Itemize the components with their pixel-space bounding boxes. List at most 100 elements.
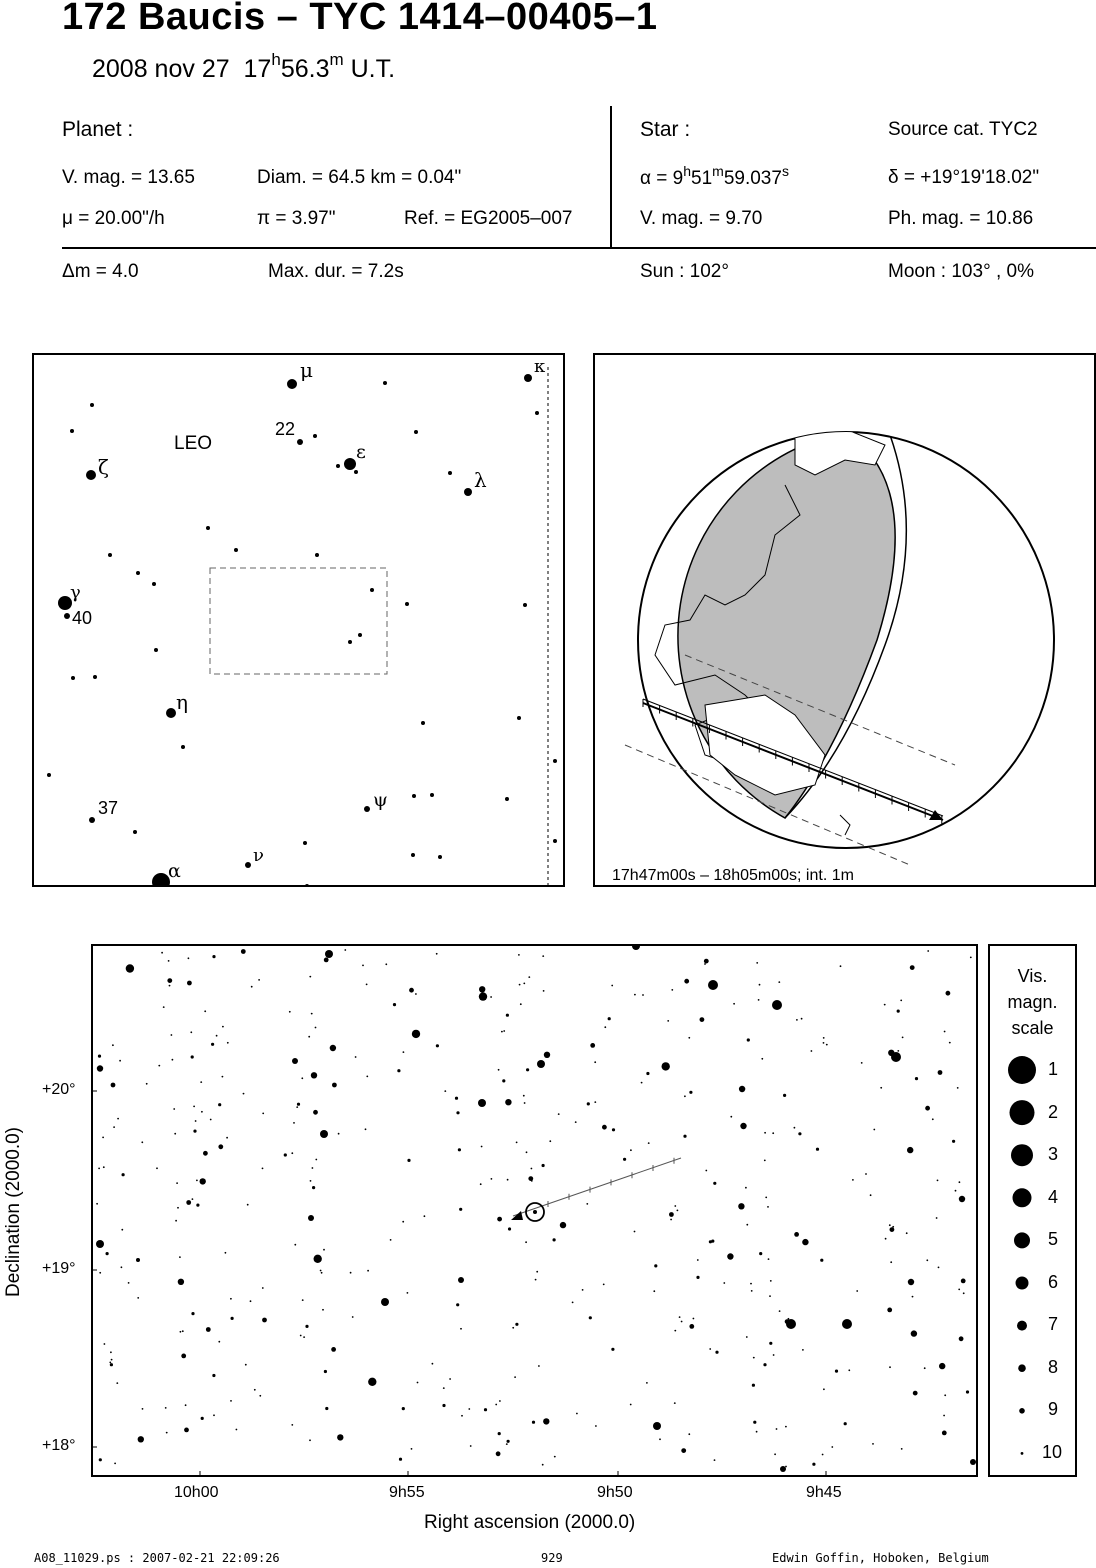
field-star-111 [681, 1448, 687, 1453]
field-star-37 [822, 1037, 825, 1039]
field-star-59 [960, 1278, 966, 1284]
field-star-330 [611, 1347, 615, 1351]
field-star-222 [602, 1124, 607, 1130]
field-star-138 [110, 1358, 113, 1361]
planet-motion: μ = 20.00"/h [62, 208, 165, 229]
field-star-162 [209, 1118, 212, 1121]
field-star-97 [218, 1144, 224, 1150]
star-source-catalog: Source cat. TYC2 [888, 119, 1038, 140]
field-star-270 [218, 1340, 221, 1343]
field-star-275 [541, 1463, 544, 1466]
field-star-107 [674, 1205, 677, 1207]
bright-star-12 [381, 1298, 389, 1306]
field-star-103 [633, 1230, 636, 1233]
scale-value-1: 1 [1048, 1059, 1059, 1079]
field-star-269 [468, 1408, 471, 1410]
field-star-320 [518, 954, 520, 956]
field-star-353 [109, 1363, 113, 1367]
field-star-245 [320, 1271, 323, 1274]
bright-star-5 [842, 1319, 852, 1329]
field-star-276 [497, 1432, 501, 1436]
field-star-386 [778, 981, 781, 983]
star-label-kappa: κ [534, 356, 546, 377]
table-divider-horizontal [62, 247, 1096, 249]
field-star-69 [435, 1044, 439, 1048]
hours-unit: h [271, 50, 281, 69]
field-star-232 [640, 1081, 643, 1084]
bright-star-7 [96, 1240, 104, 1248]
field-star-399 [121, 1173, 125, 1177]
field-star-355 [288, 1010, 291, 1013]
field-star-325 [553, 1455, 556, 1458]
field-star-102 [398, 1457, 403, 1461]
field-star-27 [117, 1117, 119, 1120]
field-star-90 [787, 1317, 790, 1320]
field-star-259 [670, 1218, 672, 1221]
asteroid-track [512, 1157, 682, 1217]
field-star-192 [442, 1403, 446, 1408]
scale-value-8: 8 [1048, 1357, 1059, 1377]
field-star-152 [212, 955, 216, 959]
field-star-262 [120, 1266, 123, 1269]
field-star-196 [783, 1093, 787, 1097]
finder-star-49 [553, 839, 557, 843]
finder-star-34 [93, 675, 97, 679]
field-star-288 [839, 965, 842, 968]
scale-dot-2 [1009, 1100, 1035, 1126]
path-arrowhead [929, 810, 943, 820]
field-star-334 [708, 1240, 713, 1244]
field-star-121 [559, 1221, 567, 1229]
field-star-384 [944, 1394, 947, 1397]
field-star-202 [212, 1373, 216, 1378]
field-star-39 [823, 1388, 825, 1391]
field-star-70 [299, 1334, 302, 1337]
field-star-7 [137, 1436, 144, 1443]
field-star-333 [505, 1443, 508, 1445]
time-suffix: U.T. [350, 55, 396, 83]
field-star-221 [756, 962, 759, 964]
field-star-55 [531, 1420, 536, 1424]
field-star-246 [119, 1059, 121, 1062]
field-star-264 [738, 1203, 745, 1210]
field-star-167 [313, 1109, 318, 1115]
finder-star-44 [303, 841, 307, 845]
track-arrowhead [511, 1211, 523, 1220]
field-star-266 [184, 1427, 189, 1433]
field-star-76 [385, 963, 388, 966]
field-star-396 [410, 1448, 413, 1450]
star-chart-svg [93, 946, 976, 1475]
finder-star-6 [58, 596, 72, 610]
field-star-185 [534, 1278, 537, 1281]
scale-value-9: 9 [1048, 1399, 1059, 1419]
field-star-367 [897, 1050, 900, 1052]
field-star-44 [642, 994, 644, 996]
path-ticks [642, 699, 943, 824]
field-star-416 [525, 1151, 528, 1154]
field-star-313 [674, 1329, 677, 1332]
field-star-17 [667, 1020, 670, 1022]
field-star-376 [943, 1030, 946, 1033]
ra-label-9h45: 9h45 [806, 1484, 842, 1501]
field-star-319 [213, 1414, 215, 1417]
field-star-41 [523, 982, 526, 985]
field-star-21 [528, 1176, 534, 1181]
field-star-380 [958, 1336, 964, 1342]
field-star-226 [699, 1017, 705, 1022]
field-star-388 [604, 1026, 607, 1029]
target-star-marker [525, 1202, 545, 1222]
field-star-265 [865, 1173, 867, 1175]
scale-value-10: 10 [1042, 1442, 1063, 1462]
ra-label-9h50: 9h50 [597, 1484, 633, 1501]
field-star-304 [354, 1056, 357, 1058]
target-star [533, 1210, 537, 1214]
field-star-348 [794, 1232, 799, 1237]
field-star-303 [309, 1439, 311, 1442]
field-star-393 [680, 1320, 683, 1323]
finder-star-1 [524, 374, 532, 382]
finder-star-12 [89, 817, 95, 823]
field-star-235 [909, 965, 915, 970]
constellation-label: LEO [174, 433, 213, 454]
field-star-306 [802, 1238, 809, 1246]
scale-value-2: 2 [1048, 1102, 1059, 1122]
field-star-19 [456, 1303, 460, 1307]
